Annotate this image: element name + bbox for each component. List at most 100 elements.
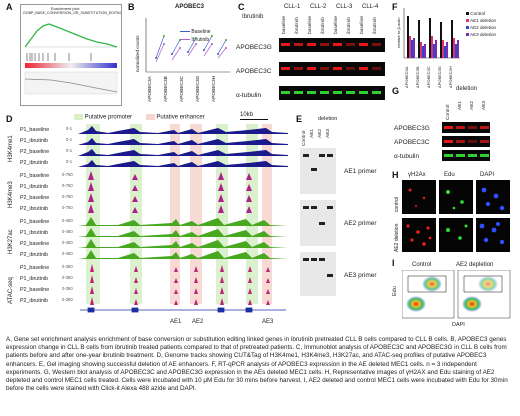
f-legend-ae1: AE1 deletion	[470, 18, 497, 23]
b-xlabel-a3b: APOBEC3B	[164, 76, 169, 102]
track-h3k4me3-p2i: P2_ibrutinib	[20, 206, 48, 212]
track-h3k4me1-p1i: P1_ibrutinib	[20, 138, 48, 144]
enhancer-ae3: AE3	[262, 319, 274, 325]
i-ylabel: Edu	[392, 286, 398, 296]
f-legend-ae3: AE3 deletion	[470, 32, 497, 37]
panel-i-label: I	[392, 258, 395, 268]
g-row-apobec3g: APOBEC3G	[394, 125, 430, 132]
range-h3k27ac-3: 0-450	[62, 240, 73, 245]
panel-d-legend: Putative promoter Putative enhancer	[74, 114, 205, 121]
legend-ibrutinib: Ibrutinib	[191, 37, 210, 43]
c-row-apobec3c: APOBEC3C	[236, 68, 272, 75]
panel-f-legend: Control AE1 deletion AE2 deletion AE3 de…	[466, 10, 496, 38]
scale-bar-label: 10kb	[240, 112, 254, 118]
track-atac-p1b: P1_baseline	[20, 265, 50, 271]
range-h3k4me1-1: 0-1	[66, 126, 73, 131]
e-lane-ae3: AE3	[326, 128, 331, 138]
f-xlabel-a3g: APOBEC3G	[437, 65, 442, 88]
g-row-tubulin: α-tubulin	[394, 153, 420, 160]
e-primer-ae1: AE1 primer	[344, 168, 377, 175]
h-row-control: control	[394, 196, 400, 212]
f-xlabel-a3b: APOBEC3B	[415, 66, 420, 88]
group-h3k27ac: H3K27ac	[8, 229, 14, 254]
b-xlabel-a3h: APOBEC3H	[212, 75, 217, 102]
c-lane-7: baseline	[360, 16, 365, 34]
panel-c-header: Ibrutinib	[242, 14, 264, 20]
patient-cll4: CLL-4	[362, 4, 379, 10]
panel-b-plot	[145, 18, 230, 73]
e-primer-ae3: AE3 primer	[344, 272, 377, 279]
c-lane-5: baseline	[334, 16, 339, 34]
g-lane-ae1: AE1	[458, 100, 463, 110]
range-h3k4me3-3: 0-750	[62, 194, 73, 199]
f-legend-ae2: AE2 deletion	[470, 25, 497, 30]
range-h3k4me3-4: 0-750	[62, 205, 73, 210]
group-h3k4me3: H3K4me3	[8, 181, 14, 208]
c-lane-6: ibrutinib	[347, 17, 352, 34]
panel-g-label: G	[392, 86, 400, 96]
range-atac-3: 0-350	[62, 286, 73, 291]
promoter-legend: Putative promoter	[84, 114, 133, 121]
panel-b-title: APOBEC3	[175, 4, 205, 10]
track-h3k27ac-p1b: P1_baseline	[20, 219, 50, 225]
i-title-control: Control	[412, 262, 432, 268]
track-h3k27ac-p1i: P1_ibrutinib	[20, 230, 48, 236]
panel-g-blots	[442, 122, 490, 161]
range-h3k27ac-2: 0-450	[62, 229, 73, 234]
e-lane-ae1: AE1	[310, 128, 315, 138]
range-h3k4me3-2: 0-750	[62, 183, 73, 188]
legend-baseline: Baseline	[191, 29, 211, 35]
h-col-dapi: DAPI	[480, 172, 495, 178]
range-h3k4me3-1: 0-750	[62, 172, 73, 177]
e-primer-ae2: AE2 primer	[344, 220, 377, 227]
b-xlabel-a3g: APOBEC3G	[196, 75, 201, 102]
range-h3k27ac-4: 0-450	[62, 251, 73, 256]
range-atac-1: 0-350	[62, 264, 73, 269]
e-lane-control: Control	[302, 130, 307, 146]
g-lane-control: Control	[446, 104, 451, 120]
h-col-gh2ax: γH2Ax	[408, 172, 426, 178]
track-h3k4me3-p2b: P2_baseline	[20, 195, 50, 201]
panel-i-flow	[402, 270, 511, 319]
panel-h-label: H	[392, 170, 399, 180]
c-lane-8: ibrutinib	[373, 17, 378, 34]
panel-d-label: D	[6, 114, 13, 124]
panel-e-label: E	[296, 114, 303, 124]
panel-c-blots	[279, 38, 385, 100]
c-lane-2: ibrutinib	[295, 17, 300, 34]
patient-cll1: CLL-1	[284, 4, 301, 10]
range-h3k27ac-1: 0-450	[62, 218, 73, 223]
g-lane-ae3: AE3	[482, 100, 487, 110]
panel-f-label: F	[392, 2, 398, 12]
scale-bar: 10kb	[240, 112, 268, 120]
panel-c-label: C	[238, 2, 245, 12]
h-col-edu: Edu	[444, 172, 455, 178]
panel-b-label: B	[128, 2, 135, 12]
panel-g-header: deletion	[456, 86, 478, 92]
track-atac-p1i: P1_ibrutinib	[20, 276, 48, 282]
f-legend-control: Control	[470, 11, 486, 16]
gsea-subtitle: GOBP_BASE_CONVERSION_OR_SUBSTITUTION_EDI…	[23, 11, 121, 15]
h-row-ae2: AE2 deletion	[394, 223, 400, 252]
group-h3k4me1: H3K4me1	[8, 135, 14, 162]
c-row-tubulin: α-tubulin	[236, 92, 262, 99]
b-xlabel-a3c: APOBEC3C	[180, 75, 185, 102]
panel-h-images	[402, 180, 510, 252]
gsea-plot: Enrichment plot: GOBP_BASE_CONVERSION_OR…	[20, 4, 122, 106]
f-xlabel-a3c: APOBEC3C	[426, 66, 431, 88]
range-h3k4me1-4: 0-1	[66, 159, 73, 164]
enhancer-legend: Putative enhancer	[156, 114, 205, 121]
patient-cll2: CLL-2	[310, 4, 327, 10]
range-h3k4me1-2: 0-1	[66, 137, 73, 142]
track-h3k27ac-p2i: P2_ibrutinib	[20, 252, 48, 258]
i-xlabel: DAPI	[452, 322, 465, 328]
panel-e-header: deletion	[318, 116, 338, 122]
panel-e-gels	[300, 148, 336, 296]
c-lane-3: baseline	[308, 16, 313, 34]
track-h3k4me3-p1i: P1_ibrutinib	[20, 184, 48, 190]
panel-d-tracks	[78, 124, 288, 313]
range-h3k4me1-3: 0-1	[66, 148, 73, 153]
i-title-ae2: AE2 depletion	[456, 262, 494, 268]
f-xlabel-a3h: APOBEC3H	[448, 66, 453, 88]
figure-caption: A, Gene set enrichment analysis enrichme…	[6, 336, 514, 393]
